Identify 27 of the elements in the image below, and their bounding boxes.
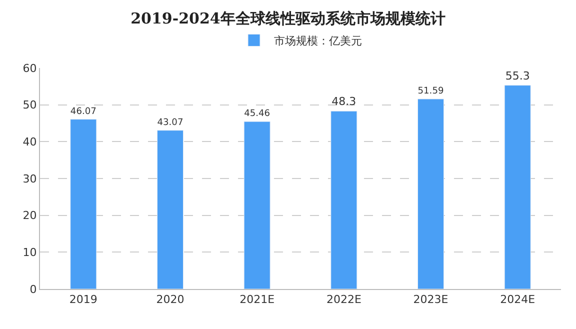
y-tick-label: 0 xyxy=(30,282,37,296)
y-tick-label: 60 xyxy=(22,62,37,75)
data-label: 46.07 xyxy=(70,106,96,117)
x-tick-label: 2023E xyxy=(413,293,448,306)
data-label: 45.46 xyxy=(244,109,270,120)
x-tick-label: 2024E xyxy=(500,293,536,306)
x-tick-label: 2021E xyxy=(240,293,275,306)
y-tick-label: 40 xyxy=(22,136,37,149)
data-label: 51.59 xyxy=(418,86,444,96)
y-tick-label: 20 xyxy=(22,209,37,222)
legend-label: 市场规模：亿美元 xyxy=(274,34,362,48)
x-tick-label: 2022E xyxy=(326,293,362,306)
data-label: 48.3 xyxy=(332,95,356,108)
x-tick-label: 2020 xyxy=(156,293,184,306)
bar xyxy=(504,85,531,289)
bar xyxy=(244,121,270,289)
y-tick-label: 50 xyxy=(22,98,37,112)
data-label: 43.07 xyxy=(157,118,184,128)
bar xyxy=(330,110,358,289)
x-tick-label: 2019 xyxy=(69,293,98,306)
chart-title: 2019-2024年全球线性驱动系统市场规模统计 xyxy=(130,10,446,28)
y-tick-label: 30 xyxy=(22,172,37,186)
bar xyxy=(417,98,444,289)
bar xyxy=(156,130,184,289)
bar xyxy=(70,119,97,289)
y-tick-label: 10 xyxy=(22,246,37,260)
data-label: 55.3 xyxy=(505,69,530,82)
